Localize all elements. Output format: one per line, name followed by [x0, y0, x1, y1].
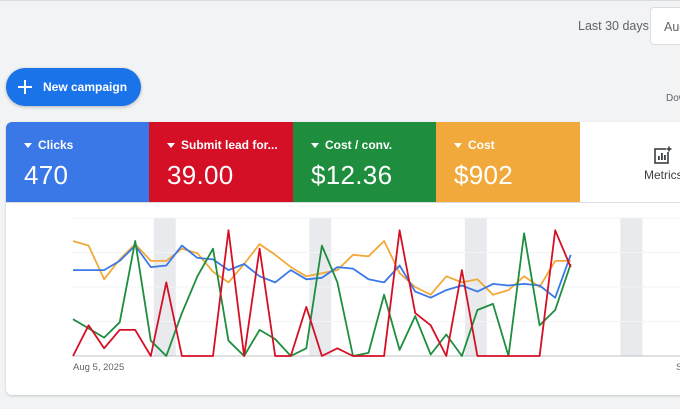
plus-icon: [18, 80, 32, 94]
scorecard-value: $902: [454, 160, 514, 190]
scorecard-clicks[interactable]: Clicks 470: [6, 122, 149, 202]
scorecard-cost-per-conv[interactable]: Cost / conv. $12.36: [293, 122, 436, 202]
new-campaign-label: New campaign: [43, 80, 128, 94]
add-chart-icon: [654, 146, 672, 164]
date-range-label: Last 30 days: [578, 19, 649, 33]
download-button[interactable]: Dow: [666, 93, 680, 104]
metrics-label: Metrics: [644, 168, 680, 182]
x-axis-end-label: S: [676, 362, 680, 373]
scorecard-label: Clicks: [38, 138, 74, 152]
scorecard-label: Submit lead for...: [181, 138, 278, 152]
series-line-1: [73, 244, 572, 299]
series-line-0: [72, 240, 571, 296]
dropdown-caret-icon: [311, 142, 319, 148]
performance-line-chart: [72, 217, 680, 357]
performance-card: Clicks 470 Submit lead for... 39.00 Cost…: [6, 122, 680, 395]
scorecard-cost[interactable]: Cost $902: [436, 122, 580, 202]
scorecard-label: Cost / conv.: [325, 138, 393, 152]
x-axis-start-label: Aug 5, 2025: [73, 362, 125, 373]
date-picker-button[interactable]: Aug: [650, 7, 680, 45]
series-line-2: [72, 232, 572, 357]
series-line-3: [72, 229, 572, 357]
scorecard-value: 39.00: [167, 160, 234, 190]
scorecard-value: 470: [24, 160, 69, 190]
dropdown-caret-icon: [454, 142, 462, 148]
card-divider: [6, 202, 680, 203]
scorecard-submit-lead[interactable]: Submit lead for... 39.00: [149, 122, 293, 202]
scorecard-value: $12.36: [311, 160, 393, 190]
dropdown-caret-icon: [24, 142, 32, 148]
new-campaign-button[interactable]: New campaign: [6, 68, 141, 106]
dropdown-caret-icon: [167, 142, 175, 148]
top-divider: [0, 0, 680, 1]
metrics-button[interactable]: Metrics: [580, 122, 680, 202]
scorecard-label: Cost: [468, 138, 495, 152]
